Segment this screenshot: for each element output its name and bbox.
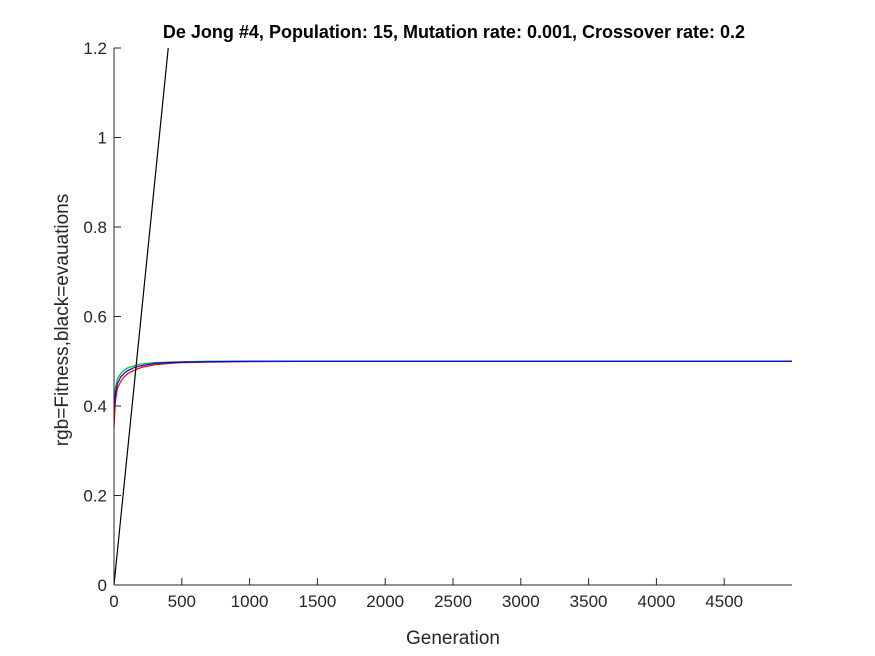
axes: 0 500 1000 1500 2000 2500 3000 3500 4000 4500 0 0.2… [83,39,792,611]
x-tick-label: 2000 [366,592,404,611]
x-tick-label: 0 [109,592,118,611]
y-axis-label: rgb=Fitness,black=evauations [52,194,73,446]
y-tick-label: 0.6 [83,308,107,327]
x-tick-label: 4500 [705,592,743,611]
x-tick-label: 500 [168,592,196,611]
y-tick-label: 1.2 [83,39,107,58]
y-tick-label: 0 [98,576,107,595]
x-tick-label: 1500 [298,592,336,611]
series-line-1 [114,360,792,407]
x-tick-label: 4000 [637,592,675,611]
chart-title: De Jong #4, Population: 15, Mutation rat… [163,22,745,42]
series-line-3 [114,48,169,585]
plot-area [114,48,792,585]
x-tick-label: 3000 [502,592,540,611]
x-tick-label: 1000 [231,592,269,611]
y-tick-label: 0.4 [83,397,107,416]
y-tick-label: 0.2 [83,487,107,506]
series-line-2 [114,360,792,411]
series-line-0 [114,360,792,429]
x-tick-label: 3500 [570,592,608,611]
x-axis-label: Generation [406,628,500,649]
y-tick-label: 0.8 [83,218,107,237]
x-tick-label: 2500 [434,592,472,611]
y-tick-label: 1 [98,129,107,148]
